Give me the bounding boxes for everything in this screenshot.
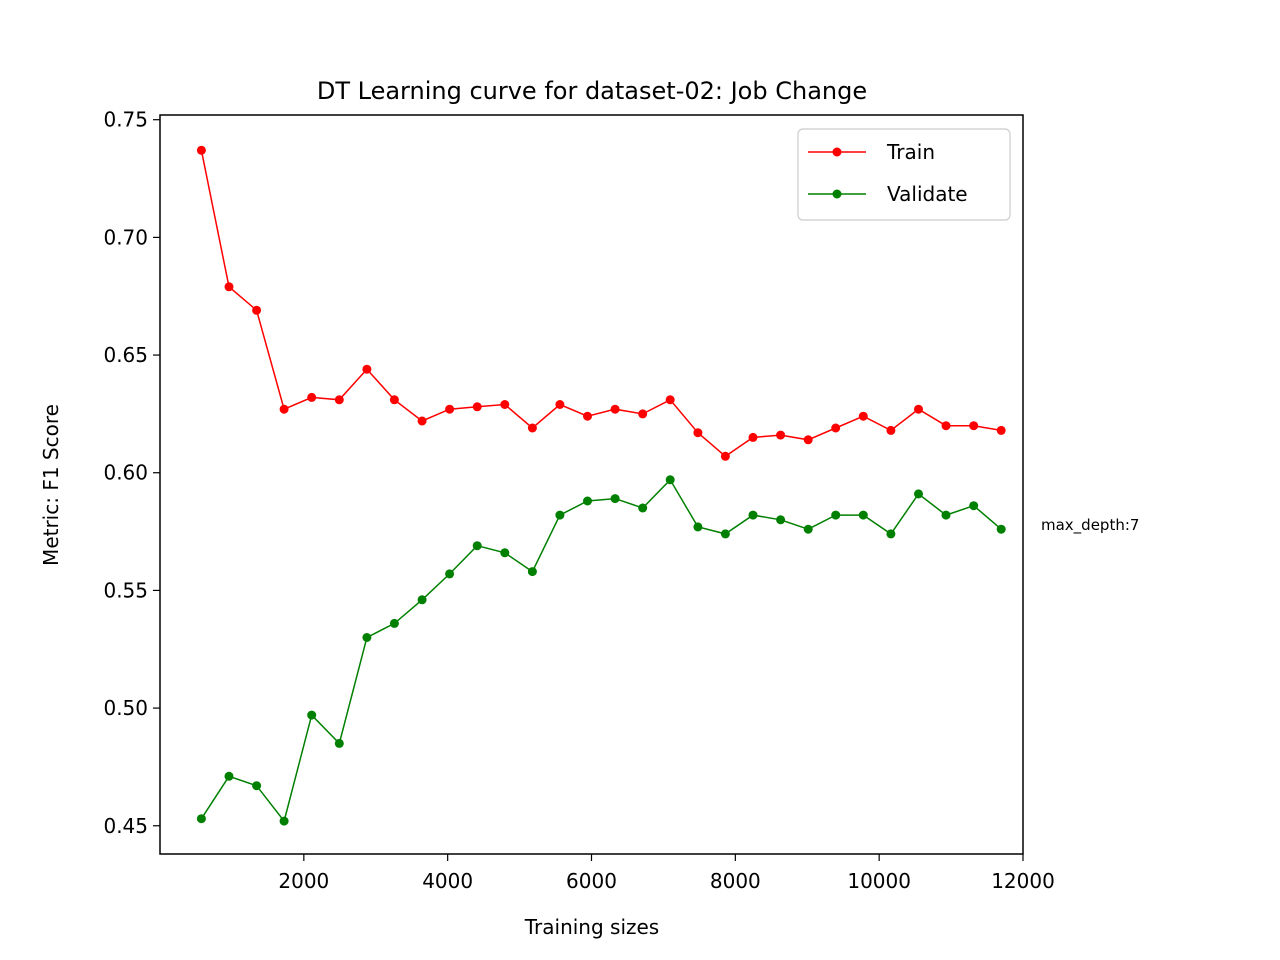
legend-label-train: Train bbox=[886, 140, 935, 164]
data-point-train bbox=[831, 423, 841, 433]
data-point-train bbox=[886, 425, 896, 435]
data-point-validate bbox=[638, 503, 648, 513]
data-point-validate bbox=[720, 529, 730, 539]
data-point-validate bbox=[224, 771, 234, 781]
legend-marker-train bbox=[832, 147, 842, 157]
data-point-train bbox=[389, 395, 399, 405]
y-tick-label: 0.75 bbox=[103, 108, 148, 132]
x-tick-label: 12000 bbox=[991, 869, 1055, 893]
data-point-validate bbox=[445, 569, 455, 579]
data-point-train bbox=[417, 416, 427, 426]
data-point-train bbox=[279, 404, 289, 414]
data-point-train bbox=[472, 402, 482, 412]
data-point-train bbox=[610, 404, 620, 414]
data-point-train bbox=[996, 425, 1006, 435]
data-point-train bbox=[555, 400, 565, 409]
data-point-train bbox=[914, 404, 923, 414]
data-point-train bbox=[748, 432, 758, 442]
data-point-train bbox=[665, 395, 675, 405]
data-point-validate bbox=[996, 524, 1006, 534]
x-axis-title: Training sizes bbox=[524, 915, 659, 939]
data-point-train bbox=[969, 421, 979, 431]
x-tick-label: 4000 bbox=[422, 869, 473, 893]
data-point-train bbox=[941, 421, 951, 431]
data-point-validate bbox=[914, 489, 923, 499]
data-point-validate bbox=[252, 781, 262, 791]
data-point-train bbox=[776, 430, 786, 440]
data-point-train bbox=[500, 400, 510, 409]
data-point-validate bbox=[417, 595, 427, 605]
data-point-train bbox=[224, 282, 234, 292]
data-point-validate bbox=[693, 522, 703, 532]
y-axis-title: Metric: F1 Score bbox=[39, 404, 63, 566]
data-point-validate bbox=[748, 510, 758, 520]
plot-area bbox=[196, 145, 1006, 826]
data-point-validate bbox=[610, 494, 620, 504]
data-point-validate bbox=[389, 618, 399, 628]
data-point-validate bbox=[472, 541, 482, 551]
data-point-train bbox=[858, 411, 868, 421]
data-point-validate bbox=[858, 510, 868, 520]
data-point-train bbox=[720, 451, 730, 461]
data-point-validate bbox=[803, 524, 813, 534]
series-line-train bbox=[200, 150, 1002, 458]
x-axis: 2000 4000 6000 8000 10000 12000 bbox=[278, 854, 1055, 893]
y-tick-label: 0.50 bbox=[103, 696, 148, 720]
data-point-validate bbox=[941, 510, 951, 520]
data-point-train bbox=[445, 404, 455, 414]
chart-title: DT Learning curve for dataset-02: Job Ch… bbox=[317, 77, 867, 105]
legend-label-validate: Validate bbox=[887, 182, 968, 206]
data-point-validate bbox=[831, 510, 841, 520]
data-point-validate bbox=[583, 496, 592, 506]
series-line-validate bbox=[200, 478, 1002, 823]
data-point-train bbox=[638, 409, 648, 419]
data-point-validate bbox=[527, 567, 537, 577]
y-tick-label: 0.55 bbox=[103, 578, 148, 602]
data-point-train bbox=[196, 145, 206, 155]
data-point-train bbox=[362, 364, 372, 374]
data-point-validate bbox=[665, 475, 675, 485]
y-tick-label: 0.70 bbox=[103, 225, 148, 249]
data-point-validate bbox=[307, 710, 317, 720]
y-axis: 0.45 0.50 0.55 0.60 0.65 0.70 0.75 bbox=[103, 108, 160, 838]
data-point-validate bbox=[362, 633, 372, 642]
data-point-train bbox=[334, 395, 344, 405]
data-point-train bbox=[252, 305, 262, 315]
x-tick-label: 2000 bbox=[278, 869, 329, 893]
x-tick-label: 8000 bbox=[710, 869, 761, 893]
data-point-train bbox=[307, 392, 317, 402]
data-point-train bbox=[693, 428, 703, 438]
data-point-validate bbox=[279, 816, 289, 826]
data-point-train bbox=[527, 423, 537, 433]
x-tick-label: 10000 bbox=[847, 869, 911, 893]
data-point-validate bbox=[196, 814, 206, 824]
data-point-validate bbox=[969, 501, 979, 511]
data-point-train bbox=[583, 411, 592, 421]
legend: Train Validate bbox=[797, 128, 1011, 221]
y-tick-label: 0.60 bbox=[103, 461, 148, 485]
x-tick-label: 6000 bbox=[566, 869, 617, 893]
data-point-validate bbox=[555, 510, 565, 520]
y-tick-label: 0.45 bbox=[103, 814, 148, 838]
data-point-validate bbox=[500, 548, 510, 558]
data-point-train bbox=[803, 435, 813, 445]
y-tick-label: 0.65 bbox=[103, 343, 148, 367]
legend-marker-validate bbox=[832, 189, 842, 199]
data-point-validate bbox=[886, 529, 896, 539]
data-point-validate bbox=[776, 515, 786, 525]
max-depth-annotation: max_depth:7 bbox=[1041, 516, 1139, 535]
data-point-validate bbox=[334, 738, 344, 748]
